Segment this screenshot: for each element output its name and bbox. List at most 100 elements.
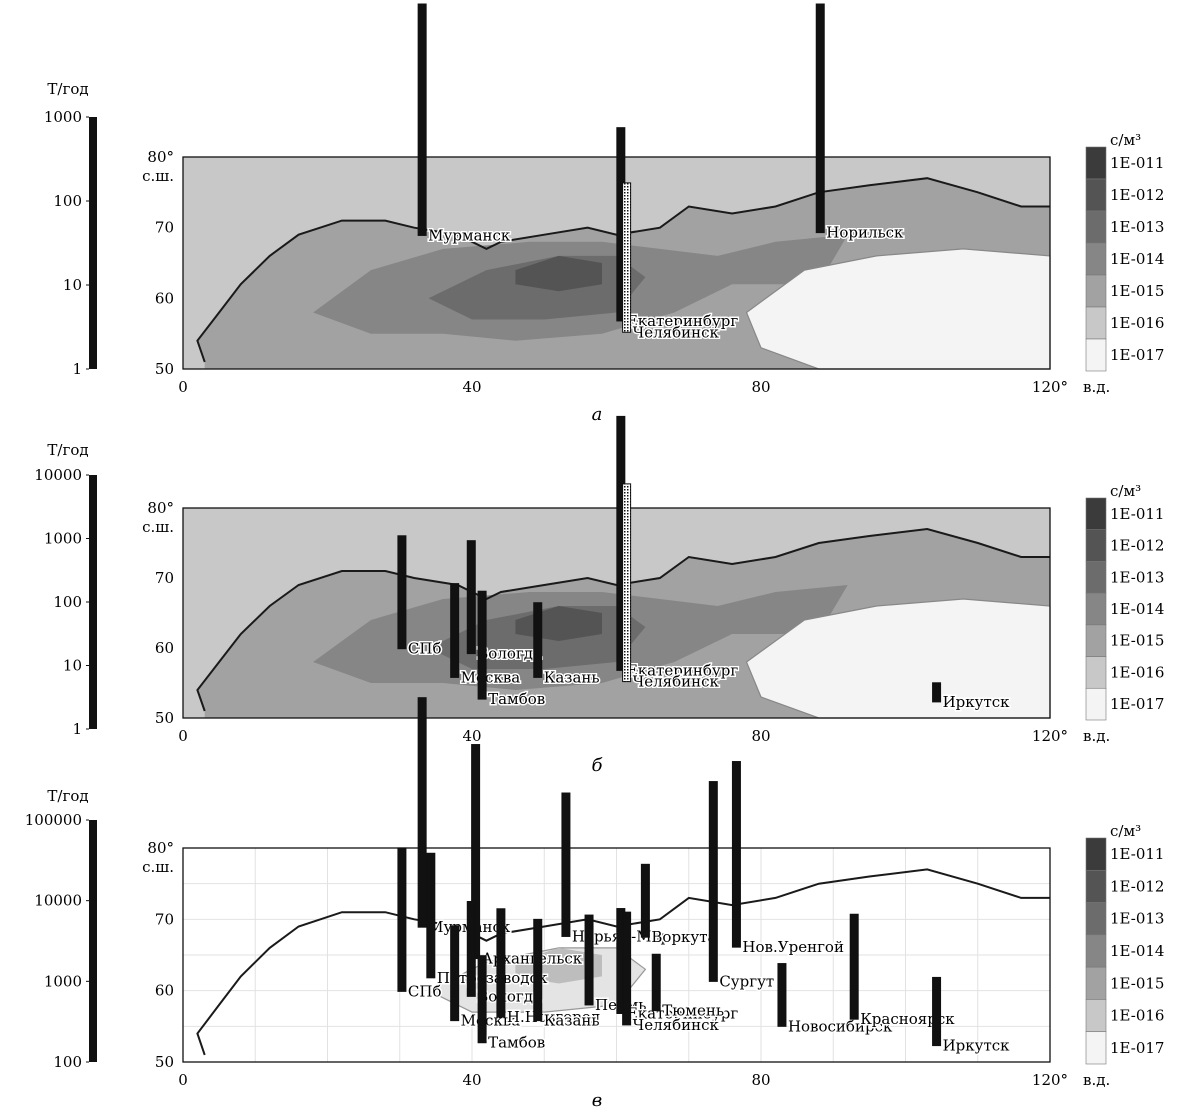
city-label: Екатеринбург	[627, 312, 738, 330]
legend-swatch	[1085, 934, 1107, 968]
x-axis-suffix: в.д.	[1083, 1071, 1110, 1089]
scale-tick-label: 100	[53, 1053, 82, 1071]
y-tick-label: 50	[155, 1053, 174, 1071]
panel-caption: в	[592, 1090, 602, 1111]
legend: с/м³ 1E-011 1E-012 1E-013 1E-014 1E-015 1E-016…	[1085, 131, 1164, 372]
legend-swatch	[1085, 902, 1107, 936]
legend-unit: с/м³	[1110, 131, 1141, 149]
city-label: СПб	[408, 640, 442, 658]
scale-tick-label: 1000	[44, 530, 82, 548]
legend-swatch	[1085, 999, 1107, 1033]
legend-label: 1E-016	[1110, 1007, 1164, 1025]
city-label: Казань	[544, 1012, 600, 1030]
x-tick-label: 120°	[1032, 1071, 1068, 1089]
city-bar	[622, 911, 632, 1026]
legend-unit: с/м³	[1110, 482, 1141, 500]
city-bar	[622, 182, 632, 333]
city-label: Воркута	[651, 928, 716, 946]
city-label: Челябинск	[633, 673, 720, 691]
scale-tick-label: 10000	[34, 892, 82, 910]
y-axis-suffix: с.ш.	[142, 167, 174, 185]
coastline	[196, 868, 1050, 1056]
city-bar	[815, 3, 825, 234]
legend-swatch	[1085, 529, 1107, 562]
scale-tick-label: 10000	[34, 466, 82, 484]
legend-label: 1E-015	[1110, 632, 1164, 650]
legend-swatch	[1085, 656, 1107, 689]
legend-label: 1E-011	[1110, 154, 1164, 172]
y-tick-label: 70	[155, 219, 174, 237]
legend-swatch	[1085, 306, 1107, 340]
city-label: Петрозаводск	[437, 969, 548, 987]
x-tick-label: 0	[178, 727, 188, 745]
legend-label: 1E-017	[1110, 346, 1164, 364]
x-tick-label: 80	[751, 1071, 770, 1089]
scale-tick-label: 100	[53, 593, 82, 611]
city-label: Архангельск	[482, 950, 583, 968]
city-label: Челябинск	[633, 1016, 720, 1034]
y-axis-suffix: с.ш.	[142, 518, 174, 536]
scale-title: Т/год	[47, 80, 88, 98]
city-bar	[731, 761, 741, 948]
city-label: Иркутск	[943, 1037, 1011, 1055]
legend-swatch	[1085, 242, 1107, 276]
legend-swatch	[1085, 624, 1107, 657]
x-tick-label: 0	[178, 1071, 188, 1089]
legend-label: 1E-014	[1110, 942, 1164, 960]
city-bar	[561, 792, 571, 937]
legend-swatch	[1085, 178, 1107, 212]
city-bar	[651, 953, 661, 1012]
city-label: Вологда	[477, 987, 542, 1005]
city-bar	[417, 697, 427, 928]
legend-label: 1E-016	[1110, 314, 1164, 332]
y-tick-label: 80°	[147, 499, 174, 517]
city-bar	[932, 976, 942, 1047]
city-bar	[932, 682, 942, 703]
y-tick-label: 60	[155, 982, 174, 1000]
legend-swatch	[1085, 1031, 1107, 1065]
city-label: Казань	[544, 668, 600, 686]
legend-label: 1E-013	[1110, 910, 1164, 928]
legend-label: 1E-015	[1110, 282, 1164, 300]
legend-swatch	[1085, 687, 1107, 721]
city-label: Тамбов	[488, 690, 545, 708]
legend-label: 1E-012	[1110, 186, 1164, 204]
x-tick-label: 120°	[1032, 378, 1068, 396]
y-tick-label: 60	[155, 639, 174, 657]
coastline	[196, 527, 1050, 712]
y-tick-label: 50	[155, 709, 174, 727]
legend-label: 1E-017	[1110, 1039, 1164, 1057]
city-bar	[426, 852, 436, 979]
coastline	[196, 177, 1050, 363]
legend-swatch	[1085, 497, 1107, 531]
scale-bar	[89, 475, 97, 729]
legend-swatch	[1085, 592, 1107, 626]
legend-swatch	[1085, 338, 1107, 372]
city-bar	[397, 847, 407, 992]
x-axis-suffix: в.д.	[1083, 378, 1110, 396]
city-label: Новосибирск	[788, 1017, 893, 1035]
legend-label: 1E-013	[1110, 218, 1164, 236]
city-label: Нов.Уренгой	[742, 938, 844, 956]
x-tick-label: 40	[462, 1071, 481, 1089]
y-tick-label: 70	[155, 569, 174, 587]
y-tick-label: 80°	[147, 839, 174, 857]
legend-unit: с/м³	[1110, 822, 1141, 840]
city-bar	[477, 955, 487, 1044]
legend-swatch	[1085, 210, 1107, 244]
scale-bar	[89, 820, 97, 1062]
map-frame	[182, 847, 1051, 1063]
city-bar	[584, 914, 594, 1006]
scale-tick-label: 100	[53, 192, 82, 210]
city-bar	[496, 908, 506, 1018]
x-tick-label: 40	[462, 378, 481, 396]
y-tick-label: 50	[155, 360, 174, 378]
city-label: Тюмень	[662, 1002, 724, 1020]
legend: с/м³ 1E-011 1E-012 1E-013 1E-014 1E-015 1E-016…	[1085, 822, 1164, 1065]
legend-label: 1E-012	[1110, 537, 1164, 555]
legend-label: 1E-011	[1110, 845, 1164, 863]
concentration-zone-peak	[515, 255, 602, 292]
scale-tick-label: 100000	[25, 811, 82, 829]
x-tick-label: 80	[751, 727, 770, 745]
legend-label: 1E-017	[1110, 695, 1164, 713]
